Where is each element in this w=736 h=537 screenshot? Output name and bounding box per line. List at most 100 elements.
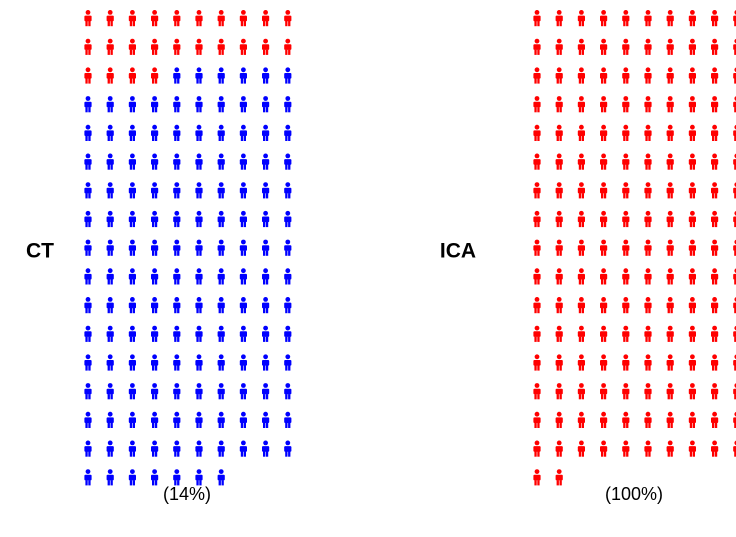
icon-body [577, 15, 585, 22]
icon-leg [601, 422, 604, 428]
icon-leg [154, 394, 158, 400]
person-icon [173, 153, 181, 170]
icon-leg [240, 394, 244, 400]
icon-body [711, 159, 719, 165]
icon-leg [648, 135, 651, 141]
person-icon [239, 297, 247, 314]
icon-head [107, 325, 113, 331]
icon-leg [648, 21, 651, 27]
person-icon [688, 67, 696, 84]
icon-leg [154, 451, 158, 457]
icon-body [600, 302, 608, 309]
icon-head [690, 268, 695, 274]
icon-head [196, 96, 202, 101]
icon-leg [221, 250, 224, 256]
icon-leg [648, 221, 651, 228]
icon-leg [110, 193, 113, 199]
icon-body [195, 446, 203, 452]
icon-leg [265, 279, 269, 285]
icon-head [601, 354, 606, 360]
icon-body [600, 15, 608, 22]
person-icon [173, 10, 181, 27]
icon-leg [623, 422, 626, 428]
icon-head [667, 38, 673, 44]
icon-leg [667, 221, 670, 228]
person-icon [577, 182, 585, 199]
icon-leg [240, 107, 244, 113]
person-icon [106, 210, 114, 228]
icon-body [262, 331, 270, 337]
icon-head [130, 153, 135, 159]
icon-leg [196, 250, 199, 256]
icon-leg [132, 422, 135, 428]
icon-body [284, 130, 292, 136]
icon-leg [648, 422, 651, 428]
icon-body [533, 101, 541, 108]
icon-leg [578, 164, 582, 170]
icon-body [711, 187, 719, 194]
icon-body [688, 417, 696, 423]
icon-leg [670, 164, 673, 170]
icon-body [555, 302, 563, 309]
icon-leg [288, 78, 291, 84]
person-icon [284, 383, 292, 400]
icon-leg [667, 394, 670, 400]
icon-head [218, 440, 224, 446]
icon-head [534, 297, 540, 302]
icon-leg [129, 49, 133, 55]
icon-body [217, 159, 225, 165]
icon-leg [714, 451, 718, 457]
icon-head [690, 239, 695, 245]
person-icon [600, 411, 608, 428]
icon-leg [107, 164, 110, 170]
icon-body [555, 331, 563, 337]
icon-head [130, 67, 135, 73]
person-icon [84, 354, 92, 371]
icon-body [644, 446, 652, 452]
icon-leg [578, 336, 582, 342]
person-icon [128, 297, 136, 314]
icon-leg [199, 49, 202, 55]
icon-leg [88, 422, 91, 428]
person-icon [644, 383, 652, 400]
icon-head [174, 124, 180, 130]
icon-body [239, 245, 247, 251]
icon-leg [556, 394, 559, 400]
icon-body [195, 417, 203, 423]
icon-leg [623, 135, 626, 141]
icon-head [623, 153, 629, 159]
icon-leg [534, 250, 537, 256]
icon-head [623, 268, 629, 274]
icon-leg [110, 164, 113, 170]
icon-body [239, 417, 247, 423]
icon-leg [537, 107, 540, 113]
icon-head [196, 383, 202, 388]
icon-head [645, 268, 651, 274]
icon-leg [667, 78, 670, 84]
person-icon [711, 153, 719, 170]
icon-head [107, 10, 113, 15]
icon-head [645, 210, 651, 216]
icon-head [107, 383, 113, 388]
icon-body [284, 331, 292, 337]
icon-head [241, 239, 246, 245]
icon-leg [626, 308, 629, 314]
icon-leg [196, 21, 199, 27]
icon-body [644, 331, 652, 337]
icon-head [285, 182, 291, 188]
icon-body [217, 474, 225, 481]
person-icon [644, 38, 652, 55]
icon-leg [689, 164, 693, 170]
icon-head [285, 239, 291, 245]
icon-body [533, 245, 541, 251]
icon-leg [243, 21, 246, 27]
person-icon [688, 411, 696, 428]
icon-leg [240, 221, 244, 228]
person-icon [239, 67, 247, 84]
icon-head [601, 268, 606, 274]
icon-leg [712, 221, 715, 228]
person-icon [151, 10, 159, 27]
person-icon [239, 411, 247, 428]
icon-body [644, 44, 652, 50]
icon-body [577, 446, 585, 452]
